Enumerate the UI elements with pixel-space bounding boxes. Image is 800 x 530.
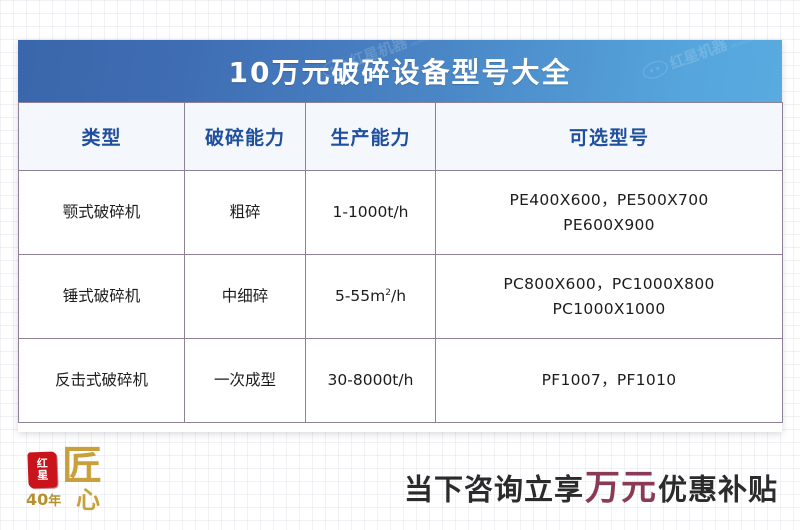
cell-type: 颚式破碎机	[18, 170, 185, 255]
watermark-en-text: HONGXING MACHINERY	[730, 40, 782, 52]
watermark-en-text: HONGXING MACHINERY	[410, 40, 476, 50]
table-row: 反击式破碎机 一次成型 30-8000t/h PF1007，PF1010	[18, 338, 783, 423]
column-header-output-capacity: 生产能力	[305, 102, 436, 171]
table-header-row: 类型 破碎能力 生产能力 可选型号	[18, 102, 783, 171]
cell-crushing-capacity: 粗碎	[184, 170, 306, 255]
table-row: 锤式破碎机 中细碎 5-55m2/h PC800X600，PC1000X800 …	[18, 254, 783, 339]
column-header-crushing-capacity: 破碎能力	[184, 102, 306, 171]
output-unit-tail: /h	[390, 287, 407, 306]
table-row: 颚式破碎机 粗碎 1-1000t/h PE400X600，PE500X700 P…	[18, 170, 783, 255]
seal-char-2: 星	[36, 468, 49, 483]
column-header-available-models: 可选型号	[435, 102, 783, 171]
model-line-2: PC1000X1000	[552, 299, 666, 318]
model-line-1: PF1007，PF1010	[541, 371, 677, 390]
cell-output-capacity: 30-8000t/h	[305, 338, 436, 423]
footer-bar: 红 星 匠 40年 心 当下咨询立享 万元 优惠补贴	[0, 440, 800, 530]
spec-table-card: 红星机器 HONGXING MACHINERY 红星机器 HONGXING MA…	[18, 40, 783, 432]
model-line-2: PE600X900	[563, 215, 655, 234]
cell-output-capacity: 1-1000t/h	[305, 170, 436, 255]
promo-prefix: 当下咨询立享	[403, 472, 584, 507]
cell-available-models: PE400X600，PE500X700 PE600X900	[435, 170, 783, 255]
watermark-cn-text: 红星机器	[667, 40, 730, 73]
table-title-bar: 红星机器 HONGXING MACHINERY 红星机器 HONGXING MA…	[18, 40, 782, 102]
promo-accent: 万元	[584, 468, 657, 509]
model-line-1: PC800X600，PC1000X800	[503, 275, 715, 294]
brand-logo: 红 星 匠 40年 心	[24, 442, 102, 516]
equipment-spec-table: 类型 破碎能力 生产能力 可选型号 颚式破碎机 粗碎 1-1000t/h PE4…	[18, 102, 783, 423]
years-number: 40	[26, 490, 49, 509]
cell-crushing-capacity: 中细碎	[184, 254, 306, 339]
promo-slogan: 当下咨询立享 万元 优惠补贴	[404, 460, 778, 511]
years-unit: 年	[48, 494, 62, 509]
cell-available-models: PF1007，PF1010	[435, 338, 783, 423]
output-superscript: 2	[385, 288, 391, 299]
watermark-badge-icon	[640, 57, 670, 82]
cell-type: 反击式破碎机	[18, 338, 185, 423]
craft-char-jiang: 匠	[62, 442, 102, 489]
cell-available-models: PC800X600，PC1000X800 PC1000X1000	[435, 254, 783, 339]
promo-suffix: 优惠补贴	[657, 472, 778, 507]
column-header-type: 类型	[18, 102, 185, 171]
page-title: 10万元破碎设备型号大全	[228, 56, 572, 89]
cell-crushing-capacity: 一次成型	[184, 338, 306, 423]
hongxing-seal-icon: 红 星	[27, 451, 58, 489]
cell-type: 锤式破碎机	[18, 254, 185, 339]
model-line-1: PE400X600，PE500X700	[509, 191, 709, 210]
output-value: 5-55m	[334, 287, 386, 306]
craft-char-xin: 心	[76, 485, 100, 514]
cell-output-capacity: 5-55m2/h	[305, 254, 436, 339]
years-label: 40年	[26, 490, 61, 509]
